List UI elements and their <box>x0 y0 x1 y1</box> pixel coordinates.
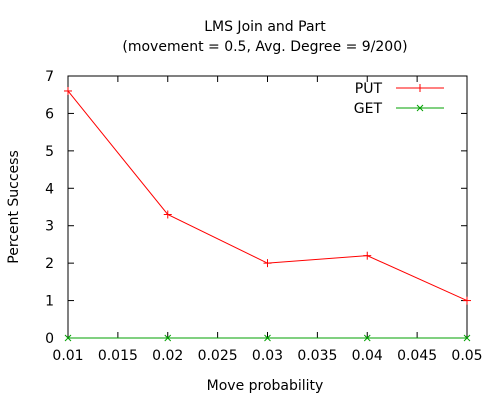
plot-frame <box>68 76 467 338</box>
y-tick-label: 3 <box>45 219 54 235</box>
chart-title: LMS Join and Part <box>204 19 326 35</box>
x-axis: 0.01 0.015 0.02 0.025 0.03 0.035 0.04 0.045 0.05 <box>52 76 482 364</box>
legend-label-put: PUT <box>355 81 383 97</box>
series-put <box>64 87 471 305</box>
x-tick-label: 0.03 <box>252 348 283 364</box>
y-axis: 0 1 2 3 4 5 6 7 <box>45 69 467 347</box>
data-point-put <box>463 297 471 305</box>
y-tick-label: 0 <box>45 331 54 347</box>
chart-subtitle: (movement = 0.5, Avg. Degree = 9/200) <box>122 39 407 55</box>
x-tick-label: 0.025 <box>198 348 238 364</box>
series-layer <box>64 87 471 341</box>
y-tick-label: 7 <box>45 69 54 85</box>
legend-label-get: GET <box>354 101 383 117</box>
y-axis-label: Percent Success <box>6 150 22 263</box>
y-tick-label: 5 <box>45 144 54 160</box>
x-tick-label: 0.01 <box>52 348 83 364</box>
y-tick-label: 6 <box>45 106 54 122</box>
series-line-put <box>68 91 467 301</box>
legend: PUT GET <box>354 81 444 117</box>
x-tick-label: 0.015 <box>98 348 138 364</box>
x-tick-label: 0.045 <box>397 348 437 364</box>
y-tick-label: 1 <box>45 294 54 310</box>
x-tick-label: 0.035 <box>297 348 337 364</box>
x-tick-label: 0.02 <box>152 348 183 364</box>
y-tick-label: 2 <box>45 256 54 272</box>
y-tick-label: 4 <box>45 181 54 197</box>
data-point-put <box>264 259 272 267</box>
x-tick-label: 0.04 <box>352 348 383 364</box>
x-tick-label: 0.05 <box>451 348 482 364</box>
legend-marker-put <box>416 84 424 92</box>
data-point-put <box>363 252 371 260</box>
x-axis-label: Move probability <box>207 378 324 394</box>
